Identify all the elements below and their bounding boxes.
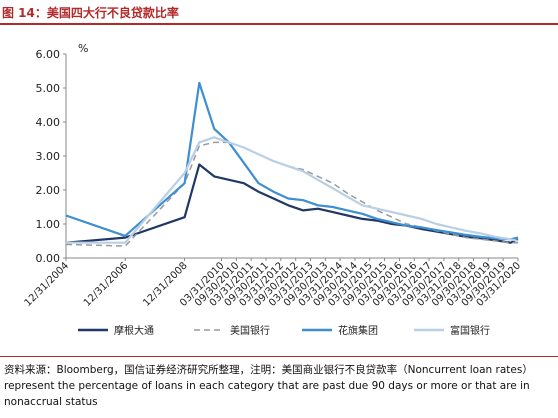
legend-label: 美国银行 xyxy=(230,324,270,337)
chart-axes: % 0.00 1.00 2.00 3.00 4.00 5.00 6.00 12/31/2004 1… xyxy=(23,42,524,309)
y-tick-label: 2.00 xyxy=(36,184,61,197)
legend-label: 摩根大通 xyxy=(114,324,154,337)
chart-title: 图 14：美国四大行不良贷款比率 xyxy=(2,6,179,20)
x-tick-label: 12/31/2006 xyxy=(82,260,131,309)
legend-label: 花旗集团 xyxy=(338,324,378,337)
note-divider xyxy=(0,356,558,357)
chart-legend: 摩根大通 美国银行 花旗集团 富国银行 xyxy=(78,324,490,337)
series-line xyxy=(65,81,519,241)
source-note: 资料来源：Bloomberg，国信证券经济研究所整理，注明：美国商业银行不良贷款… xyxy=(4,364,533,408)
y-tick-label: 0.00 xyxy=(36,252,61,265)
series-line xyxy=(66,136,519,244)
y-tick-label: 4.00 xyxy=(36,116,61,129)
y-tick-label: 1.00 xyxy=(36,218,61,231)
x-tick-label: 12/31/2004 xyxy=(23,260,72,309)
chart-series xyxy=(65,81,519,247)
line-chart: % 0.00 1.00 2.00 3.00 4.00 5.00 6.00 12/31/2004 1… xyxy=(23,42,524,337)
series-line xyxy=(65,141,518,247)
y-tick-label: 5.00 xyxy=(36,82,61,95)
legend-label: 富国银行 xyxy=(450,324,490,337)
y-tick-label: 6.00 xyxy=(36,48,61,61)
y-tick-label: 3.00 xyxy=(36,150,61,163)
title-divider xyxy=(0,23,558,25)
y-unit-label: % xyxy=(78,42,88,55)
